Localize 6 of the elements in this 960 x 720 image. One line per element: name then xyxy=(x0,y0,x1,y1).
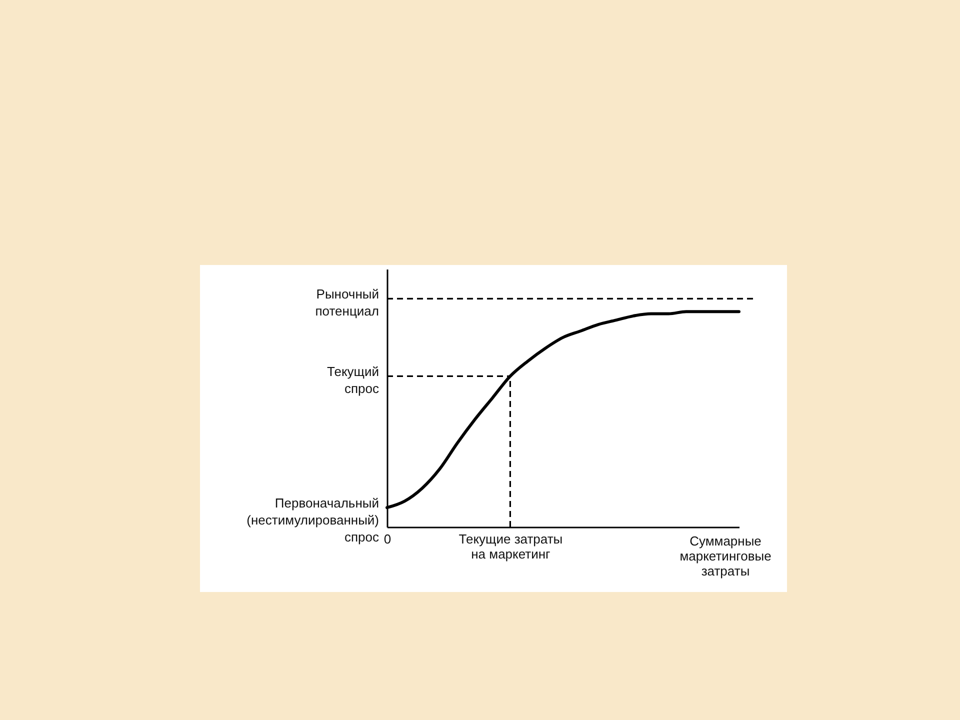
x-tick-label: Текущие затраты на маркетинг xyxy=(458,532,563,562)
annotation: Первоначальный (нестимулированный) спрос xyxy=(246,496,380,545)
x-tick-label: 0 xyxy=(384,532,392,546)
ref-line-label: Текущий спрос xyxy=(327,364,380,396)
x-axis-title: Суммарные маркетинговые затраты xyxy=(680,534,772,578)
ref-line-label: Рыночный потенциал xyxy=(315,286,379,319)
